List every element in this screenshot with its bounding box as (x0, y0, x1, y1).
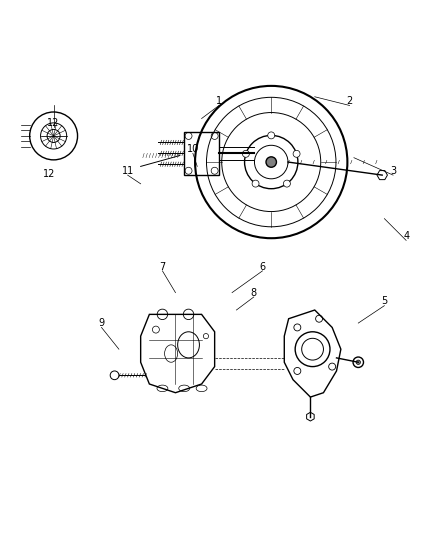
Circle shape (283, 180, 290, 187)
Text: 6: 6 (259, 262, 265, 271)
Circle shape (356, 360, 360, 365)
Text: 9: 9 (99, 318, 105, 328)
Text: 8: 8 (251, 288, 257, 297)
Text: 12: 12 (43, 168, 56, 179)
Circle shape (268, 132, 275, 139)
Circle shape (293, 150, 300, 157)
Circle shape (242, 150, 249, 157)
Text: 10: 10 (187, 144, 199, 154)
Text: 4: 4 (403, 231, 409, 241)
Text: 12: 12 (47, 118, 60, 128)
Text: 5: 5 (381, 296, 388, 306)
Text: 11: 11 (121, 166, 134, 176)
Polygon shape (377, 171, 388, 180)
Polygon shape (307, 413, 314, 421)
Bar (184, 132, 219, 175)
Text: 3: 3 (390, 166, 396, 176)
Text: 7: 7 (159, 262, 166, 271)
Circle shape (252, 180, 259, 187)
Text: 2: 2 (346, 96, 353, 106)
Circle shape (266, 157, 276, 167)
Text: 1: 1 (216, 96, 222, 106)
